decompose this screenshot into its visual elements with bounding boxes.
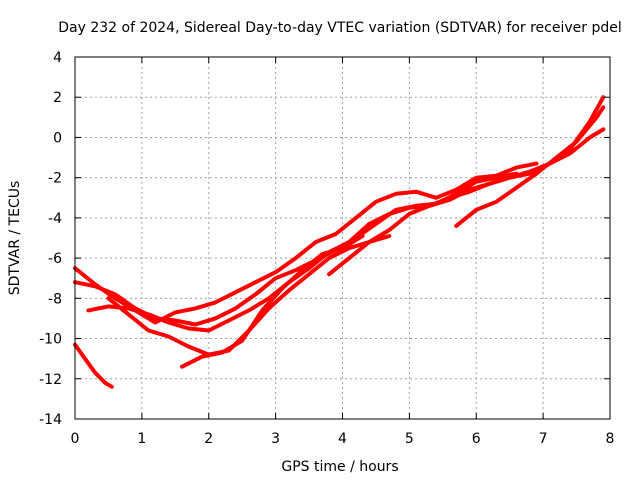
- x-tick-label: 0: [71, 431, 80, 447]
- series-line-trace-1: [73, 342, 114, 389]
- y-tick-label: -8: [48, 291, 62, 307]
- y-tick-label: -10: [39, 332, 62, 348]
- x-tick-label: 8: [606, 431, 615, 447]
- x-axis-label: GPS time / hours: [281, 459, 398, 475]
- y-axis-label: SDTVAR / TECUs: [7, 181, 23, 296]
- series-line-trace-2: [73, 161, 539, 325]
- x-tick-label: 7: [539, 431, 548, 447]
- x-tick-label: 1: [137, 431, 146, 447]
- series-line-trace-5: [106, 234, 392, 357]
- y-tick-label: 0: [53, 130, 62, 146]
- series-line-trace-8: [454, 105, 606, 228]
- chart-title: Day 232 of 2024, Sidereal Day-to-day VTE…: [58, 20, 622, 36]
- y-tick-label: -12: [39, 372, 62, 388]
- y-tick-label: -6: [48, 251, 62, 267]
- grid-layer: [75, 57, 610, 419]
- series-line-trace-4: [86, 127, 606, 333]
- y-tick-label: -4: [48, 211, 62, 227]
- y-tick-label: -14: [39, 412, 62, 428]
- y-tick-label: -2: [48, 171, 62, 187]
- x-tick-label: 2: [204, 431, 213, 447]
- y-tick-label: 2: [53, 90, 62, 106]
- y-tick-label: 4: [53, 50, 62, 66]
- x-tick-label: 4: [338, 431, 347, 447]
- tick-layer: 0 1 2 3 4 5 6 7 8 -14 -12 -10 -8 -6 -4 -2 0 2 4: [39, 50, 614, 447]
- x-tick-label: 3: [271, 431, 280, 447]
- series-line-trace-6: [180, 234, 365, 369]
- x-tick-label: 5: [405, 431, 414, 447]
- series-layer: [73, 95, 606, 389]
- x-tick-label: 6: [472, 431, 481, 447]
